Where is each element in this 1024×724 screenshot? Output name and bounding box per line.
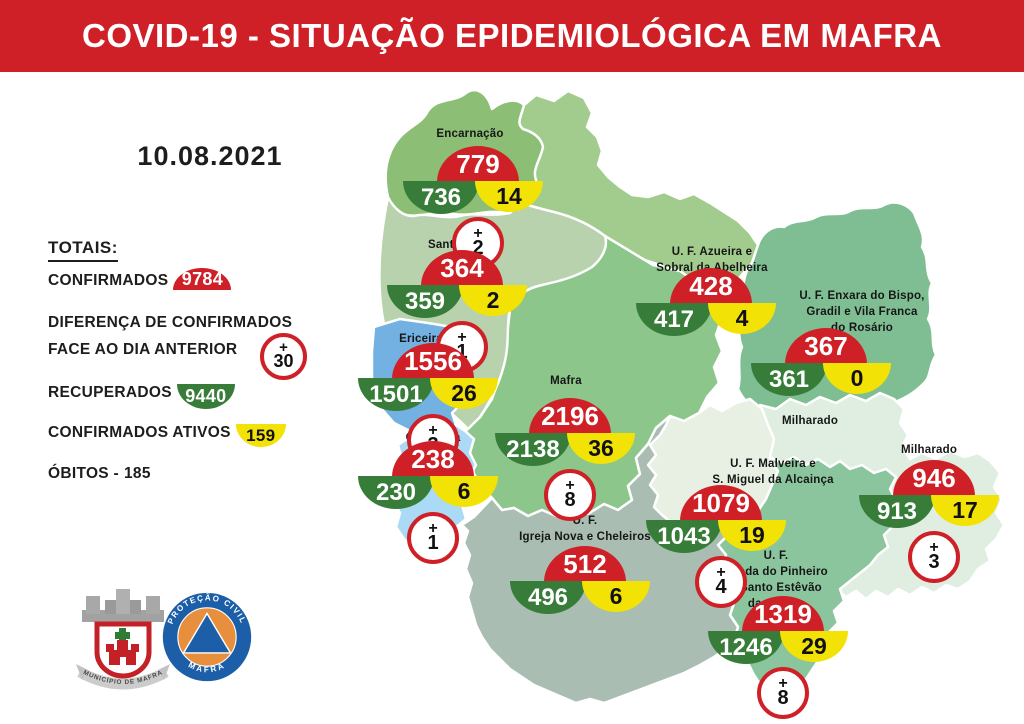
recovered-label: RECUPERADOS <box>48 384 172 401</box>
region-label-milharado: Milharado <box>900 444 958 456</box>
active-badge: 29 <box>780 631 848 662</box>
confirmed-total-row: CONFIRMADOS 9784 <box>48 268 232 290</box>
region-label-encarnacao: Encarnação <box>436 128 504 140</box>
confirmed-badge: 238 <box>392 441 474 477</box>
diff-label-line1: DIFERENÇA DE CONFIRMADOS <box>48 314 293 331</box>
region-stats-igreja-nova: 512 496 6 <box>510 546 650 614</box>
recovered-badge: 359 <box>387 285 463 318</box>
recovered-badge: 1043 <box>646 520 722 553</box>
recovered-badge: 361 <box>751 363 827 396</box>
region-label-malveira: U. F. Malveira e S. Miguel da Alcainça <box>712 458 834 487</box>
recovered-total-row: RECUPERADOS 9440 <box>48 384 235 409</box>
municipio-de-mafra-coat-of-arms: MUNICÍPIO DE MAFRA <box>76 589 170 690</box>
page-title: COVID-19 - SITUAÇÃO EPIDEMIOLÓGICA EM MA… <box>82 17 942 54</box>
active-badge: 19 <box>718 520 786 551</box>
confirmed-badge: 428 <box>670 268 752 304</box>
active-badge: 17 <box>931 495 999 526</box>
diff-label-line2: FACE AO DIA ANTERIOR <box>48 341 238 358</box>
region-label-ericeira: Ericeira <box>399 333 443 345</box>
confirmed-badge: 1319 <box>742 596 824 632</box>
deaths-total-row: ÓBITOS - 185 <box>48 465 151 483</box>
report-date: 10.08.2021 <box>137 141 283 171</box>
region-stats-venda-pinheiro: 1319 1246 29 +8 <box>708 596 848 719</box>
shield-icon <box>94 621 152 679</box>
active-total-badge: 159 <box>235 424 286 447</box>
active-badge: 0 <box>823 363 891 394</box>
daily-change-badge: +3 <box>908 531 960 583</box>
active-badge: 6 <box>582 581 650 612</box>
recovered-badge: 913 <box>859 495 935 528</box>
region-stats-encarnacao: 779 736 14 +2 <box>403 146 543 269</box>
recovered-badge: 417 <box>636 303 712 336</box>
recovered-badge: 1246 <box>708 631 784 664</box>
confirmed-badge: 512 <box>544 546 626 582</box>
confirmed-badge: 364 <box>421 250 503 286</box>
active-label: CONFIRMADOS ATIVOS <box>48 424 231 441</box>
region-stats-milharado: 946 913 17 +3 <box>859 460 999 583</box>
region-label-enxara: U. F. Enxara do Bispo, Gradil e Vila Fra… <box>799 290 925 335</box>
region-stats-azueira-sobral: 428 417 4 <box>636 268 776 336</box>
daily-change-badge: +4 <box>695 556 747 608</box>
region-stats-carvoeira: 238 230 6 +1 <box>358 441 498 564</box>
active-badge: 14 <box>475 181 543 212</box>
confirmed-badge: 1079 <box>680 485 762 521</box>
confirmed-badge: 2196 <box>529 398 611 434</box>
region-map-label-milharado: Milharado <box>781 415 839 427</box>
deaths-label: ÓBITOS - <box>48 465 120 482</box>
daily-change-badge: +8 <box>757 667 809 719</box>
confirmed-badge: 367 <box>785 328 867 364</box>
confirmed-label: CONFIRMADOS <box>48 272 169 289</box>
confirmed-badge: 946 <box>893 460 975 496</box>
diff-total-badge: + 30 <box>260 333 307 380</box>
daily-change-badge: +8 <box>544 469 596 521</box>
recovered-total-badge: 9440 <box>176 384 235 409</box>
active-badge: 6 <box>430 476 498 507</box>
recovered-badge: 1501 <box>358 378 434 411</box>
active-badge: 26 <box>430 378 498 409</box>
confirmed-badge: 1556 <box>392 343 474 379</box>
recovered-badge: 736 <box>403 181 479 214</box>
protecao-civil-mafra-logo: PROTEÇÃO CIVIL MAFRA <box>162 592 252 682</box>
recovered-badge: 2138 <box>495 433 571 466</box>
region-stats-malveira: 1079 1043 19 +4 <box>646 485 786 608</box>
confirmed-total-badge: 9784 <box>173 268 232 290</box>
confirmed-badge: 779 <box>437 146 519 182</box>
deaths-value: 185 <box>124 465 151 482</box>
recovered-badge: 496 <box>510 581 586 614</box>
recovered-badge: 230 <box>358 476 434 509</box>
active-badge: 2 <box>459 285 527 316</box>
plus-sign: + <box>279 339 288 356</box>
totals-heading: TOTAIS: <box>48 238 118 262</box>
mural-crown-icon <box>82 589 164 622</box>
region-stats-mafra: 2196 2138 36 +8 <box>495 398 635 521</box>
civil-protection-triangle-icon <box>182 612 232 654</box>
daily-change-badge: +1 <box>407 512 459 564</box>
active-total-row: CONFIRMADOS ATIVOS 159 <box>48 424 286 447</box>
active-badge: 36 <box>567 433 635 464</box>
region-label-mafra: Mafra <box>550 375 582 387</box>
header-banner: COVID-19 - SITUAÇÃO EPIDEMIOLÓGICA EM MA… <box>0 0 1024 72</box>
region-stats-enxara: 367 361 0 <box>751 328 891 396</box>
